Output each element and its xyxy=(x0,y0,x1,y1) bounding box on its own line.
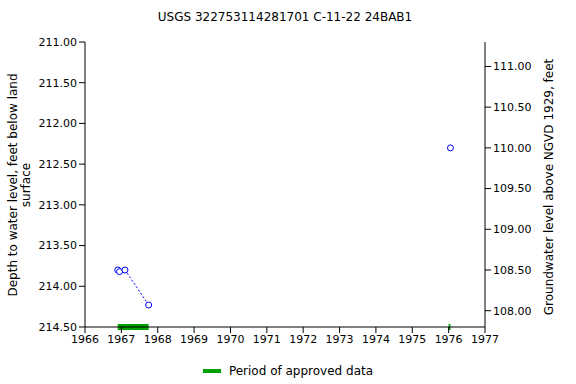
svg-text:1974: 1974 xyxy=(362,333,390,346)
svg-text:1977: 1977 xyxy=(471,333,499,346)
svg-text:1975: 1975 xyxy=(398,333,426,346)
svg-text:110.00: 110.00 xyxy=(493,142,532,155)
svg-text:212.50: 212.50 xyxy=(39,158,78,171)
svg-text:212.00: 212.00 xyxy=(39,117,78,130)
svg-text:1967: 1967 xyxy=(107,333,135,346)
svg-text:110.50: 110.50 xyxy=(493,101,532,114)
svg-text:1969: 1969 xyxy=(180,333,208,346)
svg-text:1972: 1972 xyxy=(289,333,317,346)
svg-text:111.00: 111.00 xyxy=(493,60,532,73)
svg-text:1970: 1970 xyxy=(216,333,244,346)
svg-text:108.00: 108.00 xyxy=(493,305,532,318)
svg-text:1976: 1976 xyxy=(435,333,463,346)
svg-text:109.50: 109.50 xyxy=(493,182,532,195)
svg-text:108.50: 108.50 xyxy=(493,264,532,277)
html-text:Depth to water level, feet bel: Depth to water level, feet below land xyxy=(6,73,20,297)
html-text:Period of approved data: Period of approved data xyxy=(228,364,374,378)
svg-text:211.50: 211.50 xyxy=(39,77,78,90)
svg-text:213.50: 213.50 xyxy=(39,239,78,252)
svg-text:1971: 1971 xyxy=(253,333,281,346)
svg-text:109.00: 109.00 xyxy=(493,223,532,236)
svg-text:1966: 1966 xyxy=(71,333,99,346)
svg-text:211.00: 211.00 xyxy=(39,36,78,49)
html-text:surface: surface xyxy=(19,162,33,208)
svg-text:1968: 1968 xyxy=(144,333,172,346)
svg-text:214.00: 214.00 xyxy=(39,280,78,293)
svg-text:1973: 1973 xyxy=(326,333,354,346)
html-text:Groundwater level above NGVD 1: Groundwater level above NGVD 1929, feet xyxy=(542,58,556,316)
html-text:USGS 322753114281701 C-11-22 2: USGS 322753114281701 C-11-22 24BAB1 xyxy=(157,10,413,24)
svg-text:214.50: 214.50 xyxy=(39,321,78,334)
svg-text:213.00: 213.00 xyxy=(39,199,78,212)
